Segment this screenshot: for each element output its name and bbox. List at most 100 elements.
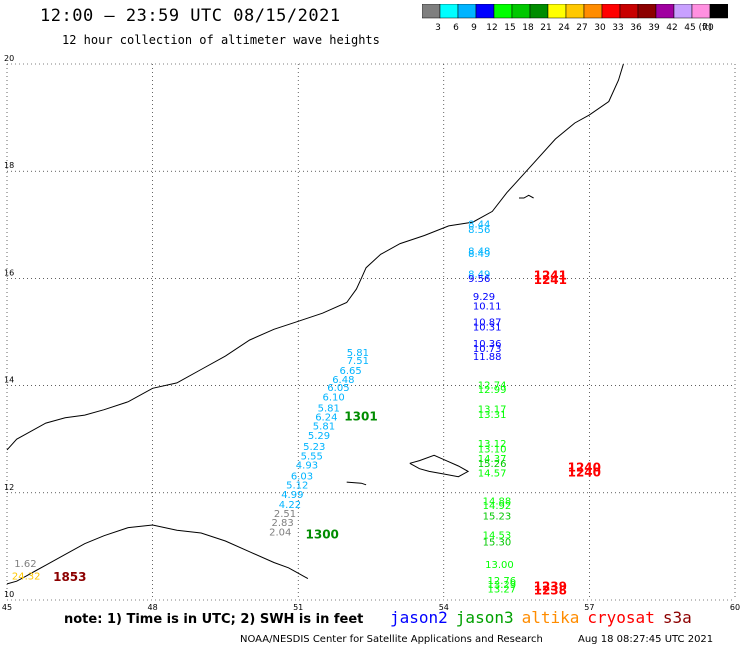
- wave-height-label: 14.37: [478, 454, 507, 465]
- lat-tick-label: 14: [4, 376, 14, 385]
- scale-tick-label: 15: [504, 23, 515, 33]
- wave-height-label: 13.00: [485, 560, 514, 571]
- scale-tick-label: 70: [702, 23, 714, 33]
- wave-height-label: 10.36: [473, 339, 502, 350]
- legend-entry: jason2: [390, 608, 448, 627]
- scale-tick-label: 3: [435, 23, 441, 33]
- satellite-legend: jason2 jason3 altika cryosat s3a: [390, 608, 700, 627]
- wave-height-label: 13.31: [478, 410, 507, 421]
- color-scale-bar: 3 6 9 12 15 18 21 24 27 30 33 36 39 42 45 70(ft): [422, 4, 728, 33]
- wave-height-label: 10.11: [473, 302, 502, 313]
- coastline-socotra: [409, 454, 470, 478]
- scale-tick-label: 24: [558, 23, 570, 33]
- scale-tick-label: 36: [630, 23, 642, 33]
- wave-height-label: 13.29: [488, 580, 517, 591]
- wave-height-label: 14.92: [483, 501, 512, 512]
- map-plot: 45 48 51 54 57 60 20 18 16 14 12 10 5.817.516.656.4…: [2, 54, 740, 610]
- wave-height-label: 5.55: [301, 452, 323, 463]
- pass-time-label: 1238: [534, 584, 567, 598]
- wave-height-label: 5.81: [313, 422, 335, 433]
- credit-line: NOAA/NESDIS Center for Satellite Applica…: [240, 634, 543, 645]
- chart-subtitle: 12 hour collection of altimeter wave hei…: [62, 33, 380, 47]
- wave-height-label: 13.10: [478, 445, 507, 456]
- lat-tick-label: 12: [4, 483, 14, 492]
- wave-height-points: 5.817.516.656.486.056.105.816.245.815.29…: [12, 220, 516, 596]
- lat-tick-label: 18: [4, 161, 14, 170]
- scale-tick-label: 39: [648, 23, 660, 33]
- lat-tick-label: 20: [4, 54, 14, 63]
- legend-entry: s3a: [662, 608, 692, 627]
- wave-height-label: 4.22: [279, 500, 301, 511]
- generated-timestamp: Aug 18 08:27:45 UTC 2021: [578, 634, 714, 645]
- scale-tick-label: 27: [576, 23, 587, 33]
- wave-height-label: 14.53: [483, 530, 512, 541]
- wave-height-label: 5.81: [347, 348, 369, 359]
- scale-tick-label: 18: [522, 23, 534, 33]
- wave-height-label: 11.88: [473, 352, 502, 363]
- lon-tick-label: 48: [148, 603, 158, 610]
- pass-time-label: 1853: [53, 570, 86, 584]
- wave-height-label: 14.57: [478, 469, 507, 480]
- scale-swatch: [709, 4, 728, 19]
- scale-tick-label: 6: [453, 23, 459, 33]
- lon-tick-label: 54: [439, 603, 449, 610]
- scale-tick-label: 9: [471, 23, 477, 33]
- scale-tick-label: 30: [594, 23, 606, 33]
- pass-time-label: 1241: [534, 269, 567, 283]
- wave-height-label: 4.99: [281, 490, 303, 501]
- lon-tick-label: 51: [293, 603, 303, 610]
- wave-height-label: 6.03: [291, 471, 313, 482]
- coastline: [6, 63, 624, 585]
- wave-height-label: 10.31: [473, 322, 502, 333]
- coastline-islands: [519, 194, 534, 199]
- axis-ticks: 45 48 51 54 57 60 20 18 16 14 12 10: [2, 54, 740, 610]
- wave-height-label: 2.04: [269, 528, 291, 539]
- wave-height-label: 9.56: [468, 274, 490, 285]
- pass-time-label: 1241: [534, 273, 567, 287]
- lon-tick-label: 60: [730, 603, 740, 610]
- wave-height-label: 10.87: [473, 318, 502, 329]
- footnote: note: 1) Time is in UTC; 2) SWH is in fe…: [64, 612, 364, 627]
- grid-lines: [6, 63, 736, 601]
- wave-height-label: 13.17: [478, 404, 507, 415]
- lat-tick-label: 10: [4, 590, 14, 599]
- chart-title: 12:00 — 23:59 UTC 08/15/2021: [40, 6, 341, 26]
- wave-height-label: 15.23: [483, 512, 512, 523]
- wave-height-label: 5.81: [318, 403, 340, 414]
- wave-height-label: 12.99: [478, 385, 507, 396]
- pass-time-label: 1240: [568, 460, 601, 474]
- legend-entry: jason3: [455, 608, 514, 627]
- wave-height-label: 2.51: [274, 509, 296, 520]
- scale-tick-label: 33: [612, 23, 623, 33]
- lat-tick-label: 16: [4, 268, 14, 277]
- lon-tick-label: 57: [584, 603, 594, 610]
- scale-tick-label: 21: [540, 23, 551, 33]
- coastline-arabia: [6, 63, 624, 451]
- wave-height-label: 5.23: [303, 442, 325, 453]
- wave-height-label: 13.12: [478, 439, 507, 450]
- pass-time-label: 1300: [306, 527, 339, 541]
- wave-height-label: 13.27: [488, 585, 517, 596]
- wave-height-label: 6.10: [323, 393, 345, 404]
- wave-height-label: 15.30: [483, 537, 512, 548]
- wave-height-label: 10.73: [473, 344, 502, 355]
- wave-height-label: 6.05: [327, 383, 349, 394]
- wave-height-label: 2.83: [272, 518, 294, 529]
- wave-height-label: 4.93: [296, 461, 318, 472]
- lon-tick-label: 45: [2, 603, 12, 610]
- coastline-horn-of-africa: [6, 524, 309, 585]
- wave-height-label: 8.56: [468, 225, 490, 236]
- pass-time-label: 1301: [344, 409, 377, 423]
- wave-height-label: 6.65: [340, 366, 362, 377]
- wave-height-label: 1.62: [14, 559, 36, 570]
- scale-tick-label: 45: [684, 23, 695, 33]
- wave-height-label: 8.49: [468, 249, 490, 260]
- scale-tick-label: 42: [666, 23, 677, 33]
- wave-height-label: 24.32: [12, 572, 41, 583]
- wave-height-label: 15.26: [478, 459, 507, 470]
- wave-height-label: 12.74: [478, 380, 507, 391]
- wave-height-label: 9.29: [473, 292, 495, 303]
- coastline-islets: [346, 481, 367, 486]
- wave-height-label: 5.12: [286, 481, 308, 492]
